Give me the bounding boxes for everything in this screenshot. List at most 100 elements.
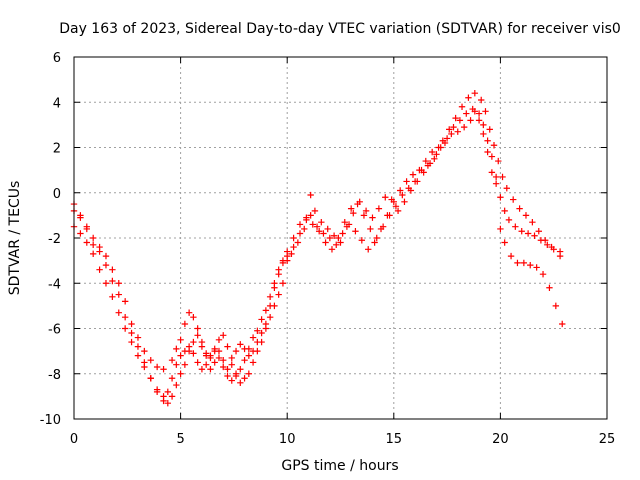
- data-point: [386, 212, 393, 219]
- data-point: [177, 352, 184, 359]
- data-point: [333, 241, 340, 248]
- data-point: [115, 280, 122, 287]
- data-point: [548, 243, 555, 251]
- y-tick-label: 4: [53, 96, 61, 111]
- data-point: [237, 366, 244, 373]
- data-point: [347, 205, 355, 212]
- data-point: [279, 257, 287, 264]
- data-point: [290, 243, 297, 251]
- data-point: [452, 114, 459, 122]
- data-point: [337, 239, 344, 246]
- data-point: [475, 110, 483, 117]
- data-point: [185, 309, 193, 316]
- data-point: [288, 250, 295, 258]
- data-point: [198, 338, 206, 346]
- data-point: [77, 214, 84, 221]
- data-point: [379, 223, 387, 230]
- data-point: [527, 261, 534, 269]
- x-tick-label: 10: [279, 432, 296, 447]
- data-points: [70, 90, 566, 407]
- data-point: [153, 386, 161, 393]
- data-point: [522, 212, 530, 219]
- data-point: [396, 187, 404, 194]
- data-point: [405, 185, 412, 192]
- data-point: [309, 221, 316, 228]
- data-point: [326, 234, 334, 242]
- data-point: [443, 135, 451, 142]
- data-point: [556, 252, 564, 260]
- y-tick-label: -8: [48, 368, 61, 383]
- data-point: [284, 248, 291, 255]
- data-point: [531, 232, 538, 239]
- data-point: [245, 370, 253, 377]
- data-point: [134, 352, 142, 359]
- data-point: [215, 336, 223, 344]
- data-point: [109, 293, 116, 301]
- data-point: [507, 252, 515, 260]
- data-point: [194, 325, 201, 332]
- data-point: [307, 212, 314, 219]
- data-point: [559, 320, 566, 328]
- data-point: [224, 343, 231, 350]
- data-point: [456, 117, 464, 124]
- data-point: [341, 218, 348, 226]
- data-point: [241, 356, 248, 364]
- data-point: [168, 375, 176, 382]
- data-point: [109, 277, 116, 285]
- data-point: [369, 214, 376, 221]
- data-point: [482, 108, 489, 115]
- data-point: [258, 329, 265, 337]
- y-tick-label: 6: [53, 51, 61, 66]
- data-point: [160, 366, 167, 373]
- data-point: [220, 332, 227, 339]
- data-point: [490, 142, 498, 149]
- data-series: [70, 108, 564, 407]
- data-point: [307, 191, 314, 199]
- data-point: [499, 173, 506, 181]
- data-point: [313, 223, 321, 230]
- data-point: [492, 180, 500, 187]
- y-tick-label: -10: [40, 413, 61, 428]
- data-point: [296, 221, 304, 228]
- data-point: [469, 105, 476, 113]
- data-point: [96, 243, 103, 251]
- data-point: [488, 153, 496, 160]
- y-tick-label: -6: [48, 323, 61, 338]
- data-point: [524, 230, 532, 237]
- data-point: [147, 356, 154, 364]
- data-point: [318, 218, 325, 226]
- data-point: [220, 363, 227, 371]
- data-point: [228, 377, 235, 384]
- data-point: [211, 345, 218, 353]
- data-point: [134, 334, 142, 341]
- y-tick-label: -4: [48, 277, 61, 292]
- data-point: [266, 293, 274, 301]
- data-point: [121, 313, 129, 321]
- data-point: [328, 246, 336, 253]
- data-point: [362, 207, 370, 215]
- data-point: [535, 228, 542, 235]
- data-point: [89, 241, 97, 248]
- data-point: [128, 338, 135, 346]
- data-point: [467, 117, 474, 124]
- data-point: [428, 148, 436, 156]
- data-point: [546, 284, 553, 291]
- data-point: [290, 234, 297, 242]
- data-point: [303, 214, 310, 221]
- data-point: [460, 123, 468, 131]
- data-point: [509, 196, 517, 203]
- data-point: [475, 117, 483, 124]
- data-point: [77, 230, 84, 237]
- data-point: [121, 298, 129, 305]
- data-point: [109, 266, 116, 273]
- data-point: [141, 347, 148, 355]
- data-point: [220, 356, 227, 364]
- data-point: [83, 223, 90, 230]
- data-point: [492, 173, 500, 181]
- data-point: [335, 234, 342, 242]
- data-point: [411, 178, 419, 185]
- data-point: [271, 280, 278, 287]
- data-point: [279, 280, 287, 287]
- data-point: [518, 228, 525, 235]
